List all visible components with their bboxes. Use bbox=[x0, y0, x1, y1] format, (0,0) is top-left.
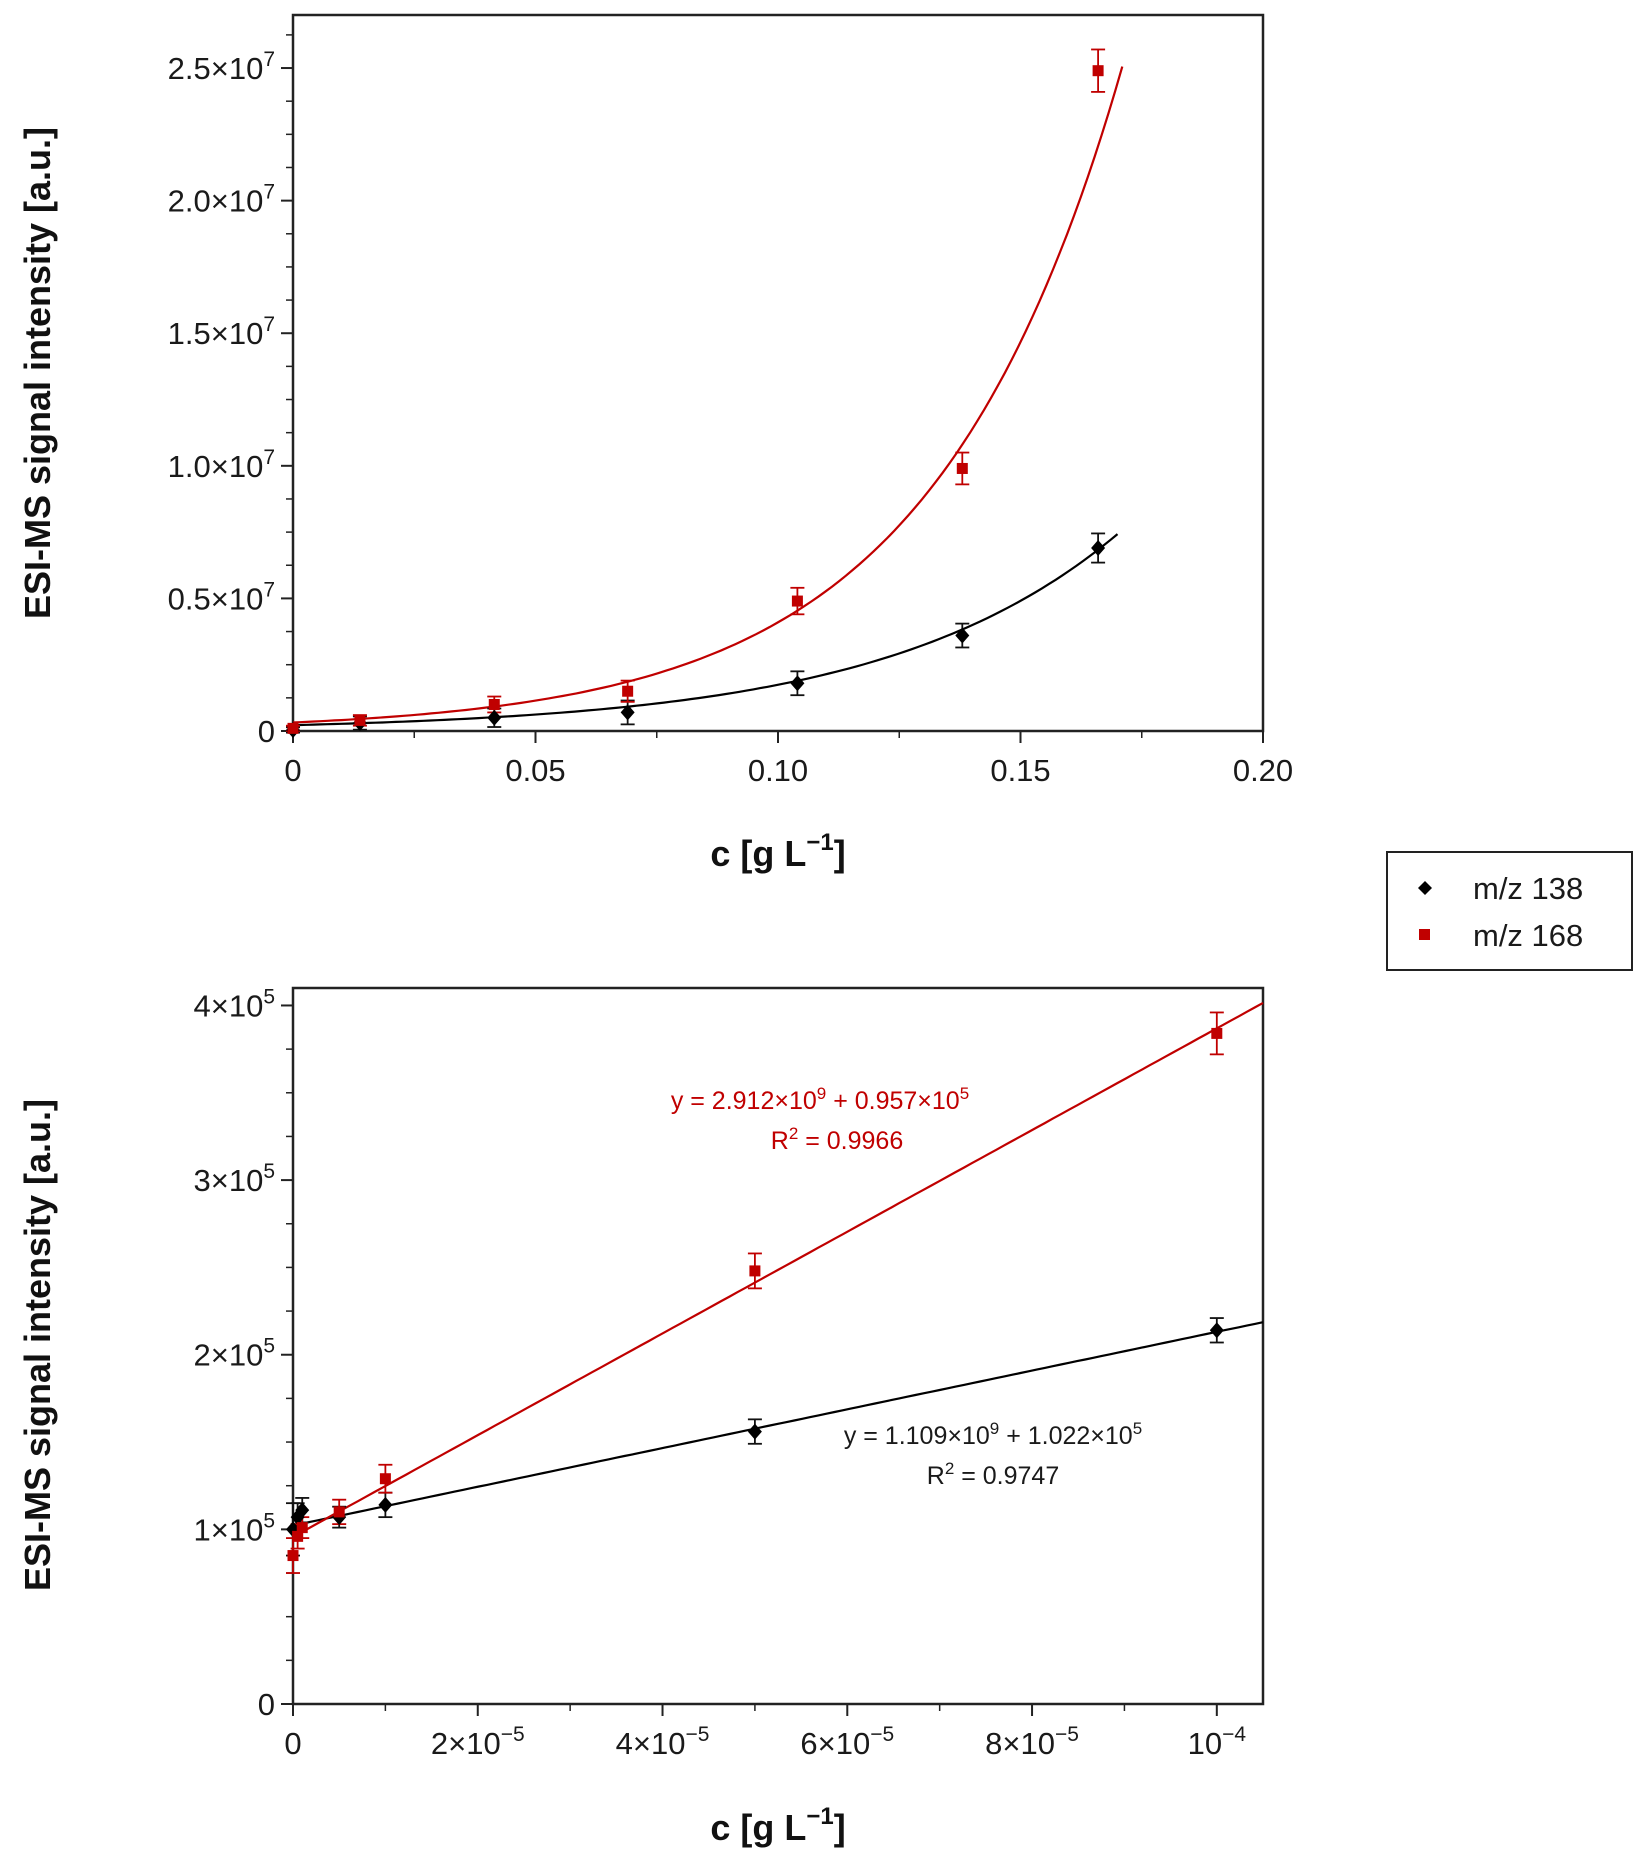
x-tick-label: 0 bbox=[284, 753, 301, 788]
x-tick-label: 0 bbox=[284, 1726, 301, 1761]
data-point-diamond bbox=[378, 1496, 393, 1513]
data-point-diamond bbox=[487, 709, 502, 726]
x-tick-label: 0.10 bbox=[748, 753, 808, 788]
top-minor-ticks bbox=[286, 34, 1143, 738]
top-x-axis-title: c [g L−1] bbox=[710, 829, 845, 874]
data-point-diamond bbox=[955, 627, 970, 644]
y-tick-label: 1.0×107 bbox=[168, 446, 275, 484]
top-plot-frame bbox=[291, 13, 1265, 733]
bottom-chart: 0 2×10−5 4×10−5 6×10−5 8×10−5 10−4 0 1×105 2×105… bbox=[17, 985, 1265, 1848]
data-point-square bbox=[956, 462, 968, 474]
data-point-diamond bbox=[790, 675, 805, 692]
data-point-diamond bbox=[747, 1423, 762, 1440]
bottom-data-points bbox=[286, 1027, 1224, 1562]
data-point-square bbox=[296, 1522, 308, 1534]
top-tick-labels: 0 0.05 0.10 0.15 0.20 0 0.5×107 1.0×107 1.5×107 2… bbox=[168, 48, 1294, 788]
y-tick-label: 0.5×107 bbox=[168, 578, 275, 616]
bottom-major-ticks bbox=[281, 1004, 1218, 1716]
legend-frame bbox=[1386, 851, 1633, 971]
bottom-fit-lines bbox=[292, 1001, 1264, 1538]
bottom-plot-frame bbox=[291, 986, 1265, 1706]
data-point-square bbox=[622, 685, 634, 697]
legend-label-mz168: m/z 168 bbox=[1473, 918, 1583, 953]
y-tick-label: 0 bbox=[258, 1687, 275, 1722]
top-data-points bbox=[286, 65, 1106, 738]
fit-r2-mz168: R2 = 0.9966 bbox=[771, 1124, 904, 1155]
fit-line-m-z-168 bbox=[292, 1001, 1264, 1538]
top-fit-curves bbox=[292, 66, 1124, 727]
data-point-diamond bbox=[1091, 540, 1106, 557]
fit-equation-mz138: y = 1.109×109 + 1.022×105 bbox=[844, 1419, 1142, 1450]
bottom-minor-ticks bbox=[286, 1048, 1126, 1711]
legend-label-mz138: m/z 138 bbox=[1473, 871, 1583, 906]
legend: m/z 138 m/z 168 bbox=[1386, 851, 1633, 971]
x-tick-label: 0.15 bbox=[990, 753, 1050, 788]
y-tick-label: 2.5×107 bbox=[168, 48, 275, 86]
top-y-axis-title: ESI-MS signal intensity [a.u.] bbox=[17, 127, 58, 619]
x-tick-label: 4×10−5 bbox=[616, 1723, 710, 1761]
legend-marker-mz138 bbox=[1418, 881, 1432, 895]
top-chart: 0 0.05 0.10 0.15 0.20 0 0.5×107 1.0×107 1.5×107 2… bbox=[17, 13, 1294, 874]
bottom-x-axis-title: c [g L−1] bbox=[710, 1803, 845, 1848]
data-point-square bbox=[791, 595, 803, 607]
y-tick-label: 2×105 bbox=[193, 1335, 275, 1373]
fit-line-m-z-138 bbox=[292, 1321, 1264, 1527]
fit-line-m-z-138 bbox=[292, 533, 1119, 727]
fit-line-m-z-168 bbox=[292, 66, 1124, 724]
data-point-square bbox=[1092, 65, 1104, 77]
data-point-square bbox=[287, 1550, 299, 1562]
y-tick-label: 1.5×107 bbox=[168, 313, 275, 351]
bottom-y-axis-title: ESI-MS signal intensity [a.u.] bbox=[17, 1099, 58, 1591]
y-tick-label: 0 bbox=[258, 714, 275, 749]
x-tick-label: 0.20 bbox=[1233, 753, 1293, 788]
data-point-square bbox=[292, 1530, 304, 1542]
data-point-diamond bbox=[620, 704, 635, 721]
legend-marker-mz168 bbox=[1419, 929, 1430, 940]
y-tick-label: 1×105 bbox=[193, 1509, 275, 1547]
fit-r2-mz138: R2 = 0.9747 bbox=[927, 1459, 1060, 1490]
y-tick-label: 4×105 bbox=[193, 985, 275, 1023]
y-tick-label: 3×105 bbox=[193, 1160, 275, 1198]
data-point-diamond bbox=[295, 1502, 310, 1519]
data-point-square bbox=[333, 1506, 345, 1518]
bottom-tick-labels: 0 2×10−5 4×10−5 6×10−5 8×10−5 10−4 0 1×105 2×105… bbox=[193, 985, 1246, 1761]
x-tick-label: 10−4 bbox=[1188, 1723, 1247, 1761]
x-tick-label: 2×10−5 bbox=[431, 1723, 525, 1761]
y-tick-label: 2.0×107 bbox=[168, 181, 275, 219]
data-point-square bbox=[379, 1473, 391, 1485]
data-point-square bbox=[354, 714, 366, 726]
data-point-square bbox=[749, 1265, 761, 1277]
fit-equation-mz168: y = 2.912×109 + 0.957×105 bbox=[671, 1084, 969, 1115]
top-error-bars bbox=[286, 48, 1106, 734]
data-point-diamond bbox=[1209, 1322, 1224, 1339]
data-point-square bbox=[287, 722, 299, 734]
data-point-square bbox=[1211, 1027, 1223, 1039]
x-tick-label: 8×10−5 bbox=[985, 1723, 1079, 1761]
x-tick-label: 0.05 bbox=[505, 753, 565, 788]
data-point-square bbox=[488, 698, 500, 710]
top-major-ticks bbox=[281, 67, 1264, 743]
x-tick-label: 6×10−5 bbox=[800, 1723, 894, 1761]
